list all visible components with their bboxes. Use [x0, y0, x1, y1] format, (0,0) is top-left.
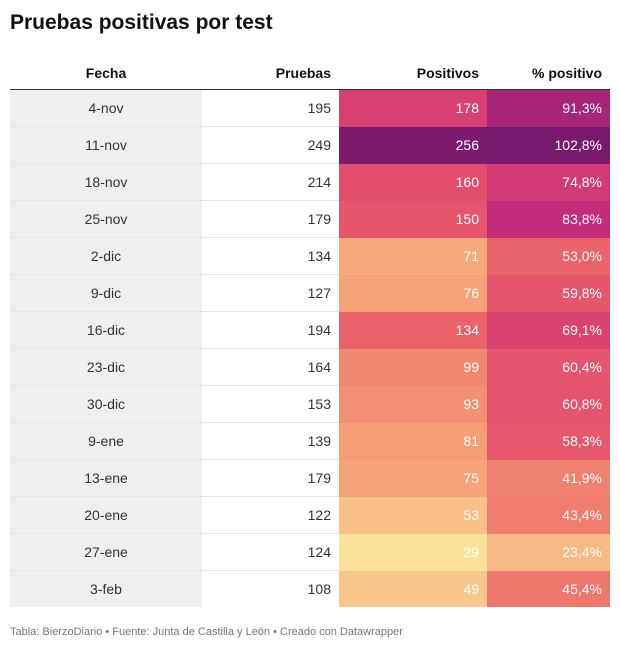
header-row: Fecha Pruebas Positivos % positivo — [10, 56, 610, 90]
pruebas-cell: 164 — [202, 348, 339, 386]
table-row: 9-ene 139 81 58,3% — [10, 422, 610, 460]
fecha-cell: 18-nov — [10, 163, 202, 201]
positivos-cell: 134 — [339, 311, 487, 349]
porcentaje-cell: 45,4% — [487, 570, 610, 607]
positivos-cell: 99 — [339, 348, 487, 386]
table-row: 30-dic 153 93 60,8% — [10, 385, 610, 423]
pruebas-cell: 108 — [202, 570, 339, 607]
positivos-cell: 160 — [339, 163, 487, 201]
pruebas-cell: 214 — [202, 163, 339, 201]
fecha-cell: 23-dic — [10, 348, 202, 386]
pruebas-cell: 153 — [202, 385, 339, 423]
fecha-cell: 3-feb — [10, 570, 202, 607]
table-row: 25-nov 179 150 83,8% — [10, 200, 610, 238]
fecha-cell: 9-dic — [10, 274, 202, 312]
footer-credits: Tabla: BierzoDiario • Fuente: Junta de C… — [10, 626, 403, 638]
fecha-cell: 9-ene — [10, 422, 202, 460]
porcentaje-cell: 91,3% — [487, 89, 610, 127]
table-row: 13-ene 179 75 41,9% — [10, 459, 610, 497]
fecha-cell: 2-dic — [10, 237, 202, 275]
column-header-pruebas[interactable]: Pruebas — [202, 56, 339, 90]
porcentaje-cell: 60,4% — [487, 348, 610, 386]
table-row: 9-dic 127 76 59,8% — [10, 274, 610, 312]
fecha-cell: 27-ene — [10, 533, 202, 571]
table-row: 11-nov 249 256 102,8% — [10, 126, 610, 164]
positivos-cell: 29 — [339, 533, 487, 571]
positivos-cell: 76 — [339, 274, 487, 312]
porcentaje-cell: 41,9% — [487, 459, 610, 497]
fecha-cell: 13-ene — [10, 459, 202, 497]
fecha-cell: 16-dic — [10, 311, 202, 349]
positivos-cell: 75 — [339, 459, 487, 497]
table-row: 18-nov 214 160 74,8% — [10, 163, 610, 201]
porcentaje-cell: 23,4% — [487, 533, 610, 571]
porcentaje-cell: 43,4% — [487, 496, 610, 534]
positivos-cell: 49 — [339, 570, 487, 607]
positivos-cell: 53 — [339, 496, 487, 534]
column-header-fecha[interactable]: Fecha — [10, 56, 202, 90]
pruebas-cell: 195 — [307, 100, 331, 116]
pruebas-cell: 249 — [202, 126, 339, 164]
data-table: Fecha Pruebas Positivos % positivo 4-nov… — [10, 56, 610, 607]
pruebas-cell: 127 — [202, 274, 339, 312]
pruebas-cell: 194 — [202, 311, 339, 349]
pruebas-cell: 139 — [202, 422, 339, 460]
positivos-cell: 93 — [339, 385, 487, 423]
positivos-cell: 256 — [339, 126, 487, 164]
fecha-cell: 25-nov — [10, 200, 202, 238]
porcentaje-cell: 53,0% — [487, 237, 610, 275]
fecha-cell: 4-nov — [10, 89, 202, 127]
porcentaje-cell: 69,1% — [487, 311, 610, 349]
porcentaje-cell: 74,8% — [487, 163, 610, 201]
pruebas-cell: 134 — [202, 237, 339, 275]
porcentaje-cell: 102,8% — [487, 126, 610, 164]
table-body: 4-nov 195 178 91,3% 11-nov 249 256 102,8% 18-nov… — [10, 89, 610, 607]
table-row: 23-dic 164 99 60,4% — [10, 348, 610, 386]
positivos-cell: 150 — [339, 200, 487, 238]
column-header-positivos[interactable]: Positivos — [339, 56, 487, 90]
porcentaje-cell: 83,8% — [487, 200, 610, 238]
fecha-cell: 11-nov — [10, 126, 202, 164]
positivos-cell: 71 — [339, 237, 487, 275]
chart-title: Pruebas positivas por test — [10, 11, 273, 34]
table-row: 4-nov 195 178 91,3% — [10, 89, 610, 127]
table-row: 3-feb 108 49 45,4% — [10, 570, 610, 607]
table-row: 16-dic 194 134 69,1% — [10, 311, 610, 349]
positivos-cell: 81 — [339, 422, 487, 460]
fecha-cell: 30-dic — [10, 385, 202, 423]
table-row: 27-ene 124 29 23,4% — [10, 533, 610, 571]
column-header-porcentaje[interactable]: % positivo — [487, 56, 610, 90]
porcentaje-cell: 60,8% — [487, 385, 610, 423]
pruebas-cell: 124 — [202, 533, 339, 571]
pruebas-cell: 179 — [202, 200, 339, 238]
fecha-cell: 20-ene — [10, 496, 202, 534]
table-row: 20-ene 122 53 43,4% — [10, 496, 610, 534]
positivos-cell: 178 — [339, 89, 487, 127]
porcentaje-cell: 59,8% — [487, 274, 610, 312]
porcentaje-cell: 58,3% — [487, 422, 610, 460]
pruebas-cell: 122 — [202, 496, 339, 534]
pruebas-cell: 179 — [202, 459, 339, 497]
table-row: 2-dic 134 71 53,0% — [10, 237, 610, 275]
